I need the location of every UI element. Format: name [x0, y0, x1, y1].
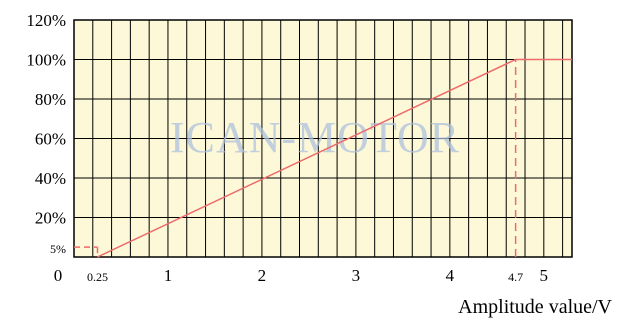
x-tick-label: 5	[540, 266, 549, 285]
y-tick-label: 20%	[35, 209, 66, 228]
x-axis-label: Amplitude value/V	[458, 296, 612, 318]
series-0-segment-2	[97, 58, 516, 258]
grid	[73, 19, 573, 258]
x-tick-label: 1	[164, 266, 173, 285]
series-layer	[74, 58, 572, 258]
x-tick-labels: 0 0.25 1 2 3 4 4.7 5	[54, 266, 548, 285]
plot-frame	[73, 19, 573, 258]
x-tick-label: 4.7	[508, 270, 523, 284]
x-tick-label: 2	[258, 266, 267, 285]
x-tick-label: 0	[54, 266, 63, 285]
y-tick-label: 60%	[35, 130, 66, 149]
x-tick-label: 0.25	[87, 270, 108, 284]
y-tick-label: 5%	[50, 242, 66, 256]
y-tick-label: 120%	[26, 11, 66, 30]
y-tick-label: 100%	[26, 51, 66, 70]
y-tick-label: 80%	[35, 90, 66, 109]
y-tick-labels: 5% 20% 40% 60% 80% 100% 120%	[26, 11, 66, 256]
x-tick-label: 4	[446, 266, 455, 285]
x-tick-label: 3	[352, 266, 361, 285]
y-tick-label: 40%	[35, 169, 66, 188]
